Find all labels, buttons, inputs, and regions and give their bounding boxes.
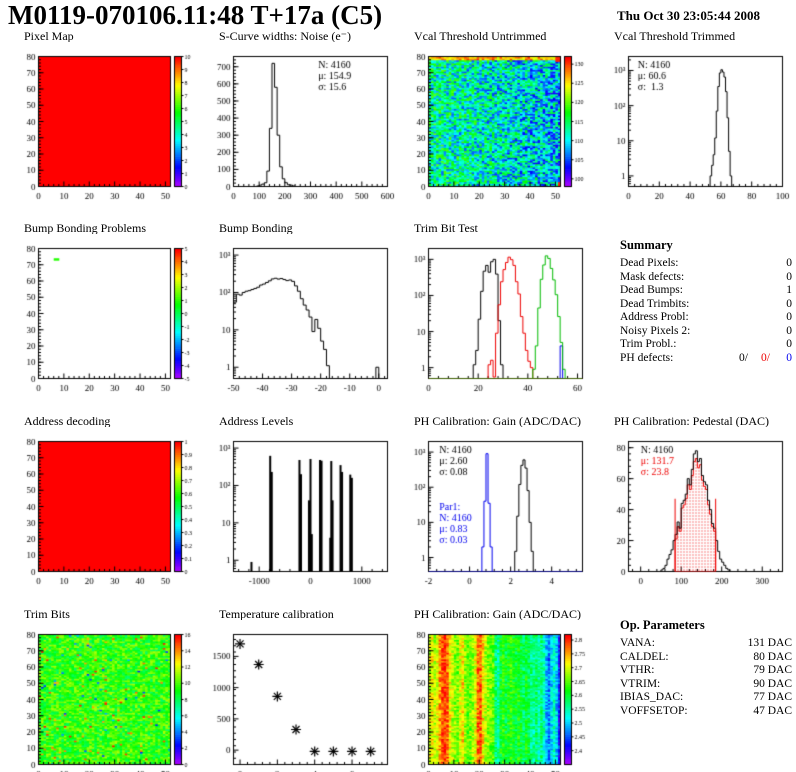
page-title: M0119-070106.11:48 T+17a (C5) [8,0,383,30]
op-parameters-panel: Op. Parameters VANA: 131 DAC CALDEL: 80 DAC… [620,618,792,718]
plot-title: Address decoding [24,414,111,428]
plot-address-decoding: Address decoding [8,413,200,589]
plot-title: Pixel Map [24,29,74,43]
plot-title: Vcal Threshold Trimmed [614,29,736,43]
plot-title: Temperature calibration [219,607,334,621]
summary-row: Mask defects: 0 [620,270,792,283]
plot-title: Trim Bits [24,607,70,621]
summary-row: Address Probl: 0 [620,311,792,323]
plot-title: PH Calibration: Gain (ADC/DAC) [414,414,581,428]
plot-title: PH Calibration: Gain (ADC/DAC) [414,607,581,621]
summary-row-ph-defects: PH defects: 0/0/0 [620,351,792,364]
op-parameter-row: IBIAS_DAC: 77 DAC [620,691,792,703]
summary-panel: Summary Dead Pixels: 0 Mask defects: 0 Dead … [620,238,792,365]
plot-title: Bump Bonding [219,221,293,235]
summary-row: Dead Trimbits: 0 [620,297,792,310]
plot-bump-bonding: Bump Bonding [203,220,395,396]
plot-temperature: Temperature calibration [203,606,395,772]
plot-title: Vcal Threshold Untrimmed [414,29,547,43]
summary-row: Dead Bumps: 1 [620,284,792,296]
summary-row: Noisy Pixels 2: 0 [620,324,792,337]
op-parameter-row: CALDEL: 80 DAC [620,650,792,663]
temperature-canvas [203,620,395,772]
plot-gain-map: PH Calibration: Gain (ADC/DAC) [398,606,590,772]
bump-problems-canvas [8,234,200,394]
vcal-trimmed-canvas [598,42,790,202]
op-parameter-row: VOFFSETOP: 47 DAC [620,704,792,717]
scurve-noise-canvas [203,42,395,202]
trim-bits-map-canvas [8,620,200,772]
address-levels-canvas [203,427,395,587]
op-parameters-heading: Op. Parameters [620,618,705,632]
bump-bonding-canvas [203,234,395,394]
gain-hist-canvas [398,427,590,587]
pedestal-canvas [598,427,790,587]
plot-title: S-Curve widths: Noise (e⁻) [219,29,351,43]
timestamp: Thu Oct 30 23:05:44 2008 [617,8,760,23]
plot-vcal-trimmed: Vcal Threshold Trimmed [598,28,790,204]
plot-bump-problems: Bump Bonding Problems [8,220,200,396]
trim-bit-test-canvas [398,234,590,394]
plot-pixel-map: Pixel Map [8,28,200,204]
op-parameter-row: VTRIM: 90 DAC [620,677,792,690]
op-parameters-rows: VANA: 131 DAC CALDEL: 80 DAC VTHR: 79 DAC VTRI… [620,637,792,718]
plot-trim-bit-test: Trim Bit Test [398,220,590,396]
op-parameter-row: VANA: 131 DAC [620,637,792,649]
gain-map-canvas [398,620,590,772]
plot-scurve-noise: S-Curve widths: Noise (e⁻) [203,28,395,204]
plot-gain-hist: PH Calibration: Gain (ADC/DAC) [398,413,590,589]
summary-rows: Dead Pixels: 0 Mask defects: 0 Dead Bumps: 1 D… [620,257,792,365]
vcal-untrimmed-canvas [398,42,590,202]
plot-pedestal: PH Calibration: Pedestal (DAC) [598,413,790,589]
plot-address-levels: Address Levels [203,413,395,589]
summary-heading: Summary [620,238,673,252]
plot-title: Bump Bonding Problems [24,221,147,235]
summary-row: Trim Probl.: 0 [620,338,792,350]
plot-vcal-untrimmed: Vcal Threshold Untrimmed [398,28,590,204]
plot-trim-bits-map: Trim Bits [8,606,200,772]
plot-title: Address Levels [219,414,294,428]
plot-title: Trim Bit Test [414,221,478,235]
pixel-map-canvas [8,42,200,202]
plot-title: PH Calibration: Pedestal (DAC) [614,414,769,428]
op-parameter-row: VTHR: 79 DAC [620,664,792,676]
summary-row: Dead Pixels: 0 [620,257,792,269]
address-decoding-canvas [8,427,200,587]
